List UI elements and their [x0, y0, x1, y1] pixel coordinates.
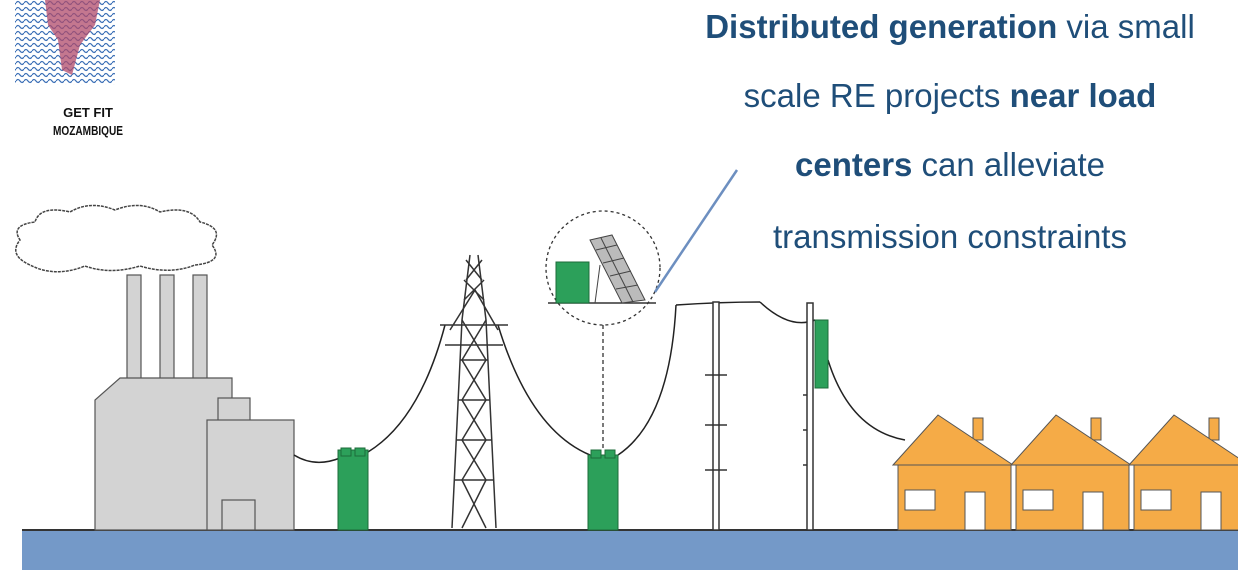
- caption: Distributed generation via small scale RE…: [705, 8, 1195, 255]
- caption-segment: near load: [1010, 77, 1157, 114]
- wire: [827, 359, 906, 441]
- caption-line: scale RE projects near load: [744, 77, 1157, 114]
- logo-map: [45, 0, 100, 75]
- wire: [497, 324, 591, 456]
- caption-segment: via small: [1057, 8, 1195, 45]
- house: [1009, 414, 1133, 531]
- houses: [891, 414, 1238, 531]
- utility-pole: [803, 302, 814, 531]
- transformer: [814, 319, 829, 389]
- caption-segment: transmission constraints: [773, 218, 1127, 255]
- caption-line: transmission constraints: [773, 218, 1127, 255]
- transmission-tower: [440, 254, 508, 529]
- transformer: [587, 449, 619, 531]
- caption-line: centers can alleviate: [795, 146, 1105, 183]
- utility-pole: [705, 301, 727, 531]
- solar-panel: [589, 234, 646, 304]
- wire: [617, 304, 677, 456]
- pointer-line: [653, 169, 739, 293]
- logo: GET FIT MOZAMBIQUE: [15, 0, 123, 138]
- house: [891, 414, 1015, 531]
- wire: [367, 324, 446, 453]
- transformer: [337, 447, 369, 531]
- logo-text: MOZAMBIQUE: [53, 123, 123, 138]
- caption-segment: can alleviate: [912, 146, 1105, 183]
- wire: [293, 454, 341, 464]
- mini-plant: [555, 261, 590, 304]
- house: [1127, 414, 1238, 531]
- caption-segment: Distributed generation: [705, 8, 1057, 45]
- caption-segment: centers: [795, 146, 912, 183]
- ground: [22, 530, 1238, 570]
- power-plant: [94, 274, 295, 531]
- smoke-cloud: [15, 204, 218, 273]
- logo-text: GET FIT: [63, 105, 113, 120]
- caption-line: Distributed generation via small: [705, 8, 1195, 45]
- caption-segment: scale RE projects: [744, 77, 1010, 114]
- callout-circle: [545, 210, 661, 326]
